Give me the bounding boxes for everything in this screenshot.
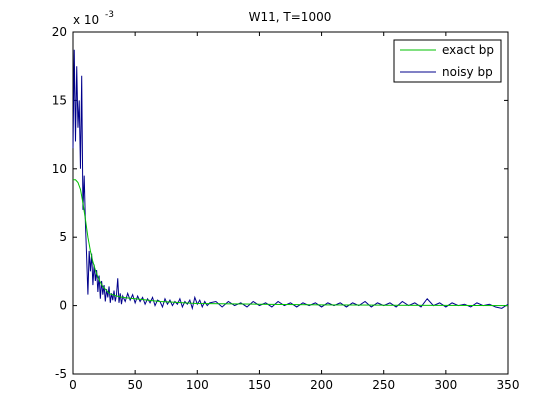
x-tick-label: 300 bbox=[434, 378, 457, 392]
chart-title: W11, T=1000 bbox=[249, 10, 332, 24]
y-tick-label: 15 bbox=[52, 93, 67, 107]
y-multiplier-base: x 10 bbox=[73, 13, 99, 27]
y-tick-label: 20 bbox=[52, 25, 67, 39]
y-tick-label: 0 bbox=[59, 299, 67, 313]
y-tick-label: 10 bbox=[52, 162, 67, 176]
legend-label-noisy-bp: noisy bp bbox=[442, 65, 493, 79]
x-tick-label: 150 bbox=[248, 378, 271, 392]
x-tick-label: 100 bbox=[186, 378, 209, 392]
legend: exact bp noisy bp bbox=[394, 40, 501, 82]
y-multiplier-exponent: -3 bbox=[105, 10, 114, 20]
plot-area bbox=[73, 32, 508, 374]
y-tick-label: -5 bbox=[55, 367, 67, 381]
x-tick-label: 350 bbox=[497, 378, 520, 392]
x-tick-label: 50 bbox=[128, 378, 143, 392]
y-multiplier: x 10 -3 bbox=[73, 10, 114, 27]
x-tick-label: 200 bbox=[310, 378, 333, 392]
legend-label-exact-bp: exact bp bbox=[442, 43, 494, 57]
x-tick-label: 250 bbox=[372, 378, 395, 392]
x-tick-label: 0 bbox=[69, 378, 77, 392]
y-tick-label: 5 bbox=[59, 230, 67, 244]
